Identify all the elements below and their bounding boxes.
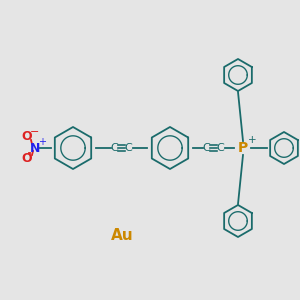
Text: +: + [38,137,46,147]
Text: P: P [238,141,248,155]
Text: C: C [111,143,119,153]
Text: Au: Au [111,227,133,242]
Text: +: + [248,135,256,145]
Text: C: C [217,143,224,153]
Text: C: C [202,143,210,153]
Text: −: − [30,127,40,137]
Text: C: C [124,143,132,153]
Text: O: O [22,130,32,143]
Text: N: N [30,142,40,154]
Text: O: O [22,152,32,166]
